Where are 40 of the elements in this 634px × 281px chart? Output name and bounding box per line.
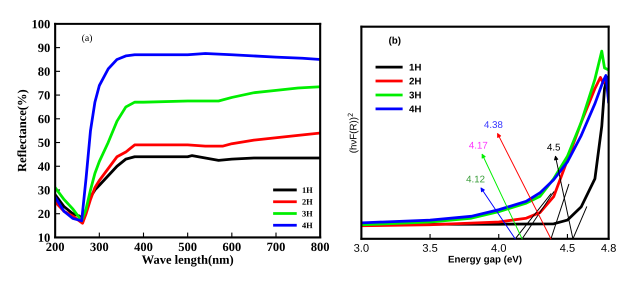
y-tick-label: 10 (38, 233, 50, 242)
x-tick-label: 4.8 (601, 244, 616, 252)
annotation: 4.12 (466, 176, 485, 182)
x-axis-title: Wave length(nm) (142, 255, 234, 266)
x-axis-title: Energy gap (eV) (448, 255, 522, 265)
x-tick-label: 700 (267, 242, 285, 252)
x-tick-label: 500 (178, 242, 197, 252)
y-tick-label: 20 (38, 210, 50, 218)
x-tick-label: 600 (222, 242, 241, 252)
y-axis-title: Reflectance(%) (17, 90, 29, 172)
x-tick-label: 200 (46, 242, 64, 252)
y-tick-label: 40 (38, 162, 50, 171)
x-tick-label: 800 (311, 242, 330, 252)
y-tick-label: 70 (38, 91, 50, 100)
legend-label: 3H (409, 92, 421, 98)
y-tick-label: 100 (32, 20, 50, 28)
legend-label: 4H (409, 106, 421, 112)
annotation: 4.38 (484, 121, 502, 128)
y-tick-label: 80 (38, 67, 50, 76)
legend-label: 4H (302, 222, 313, 228)
y-tick-label: 30 (38, 186, 50, 194)
annotation: 4.17 (469, 142, 488, 149)
x-tick-label: 3.5 (422, 244, 438, 252)
y-tick-label: 50 (38, 138, 50, 147)
x-tick-label: 4.0 (491, 244, 506, 252)
annotation: (a) (82, 34, 92, 44)
y-tick-label: 60 (38, 114, 50, 124)
x-tick-label: 4.5 (560, 244, 575, 252)
y-tick-label: 90 (38, 44, 50, 52)
annotation: 4.5 (547, 144, 560, 151)
legend-label: 1H (410, 64, 421, 71)
x-tick-label: 3.0 (354, 244, 369, 252)
text: (b) (389, 36, 401, 46)
legend-label: 3H (302, 210, 313, 216)
legend-label: 2H (302, 199, 313, 205)
y-axis-title: (hνF(R))$^{2}$ (348, 113, 358, 153)
legend-label: 1H (302, 187, 313, 193)
x-tick-label: 400 (134, 242, 152, 252)
legend-label: 2H (409, 78, 421, 84)
x-tick-label: 300 (90, 242, 108, 252)
